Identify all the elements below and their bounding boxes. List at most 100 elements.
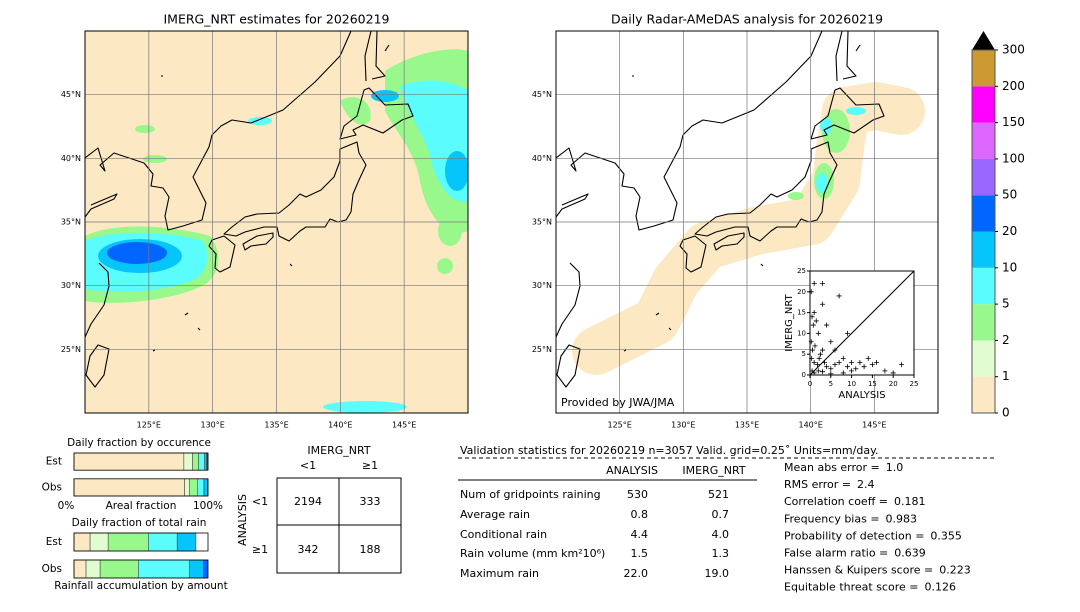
chart-title: Daily fraction of total rain: [72, 517, 207, 529]
scatter-point: [824, 322, 830, 328]
score: Probability of detection = 0.355: [784, 529, 962, 542]
x-tick-label: 130°E: [201, 421, 225, 430]
stats-value: 0.7: [712, 508, 730, 521]
category-label: Est: [46, 456, 62, 468]
y-tick-label: 30°N: [61, 281, 81, 290]
colorbar-label: 10: [1002, 260, 1017, 274]
y-tick-label: 0: [802, 371, 806, 379]
x-tick-label: 0%: [58, 500, 75, 512]
score: Mean abs error = 1.0: [784, 461, 903, 474]
y-tick-label: 30°N: [532, 281, 552, 290]
scatter-point: [815, 330, 821, 336]
bar-segment: [73, 478, 185, 497]
x-tick-label: 130°E: [671, 421, 695, 430]
scatter-point: [828, 371, 834, 377]
bar-frame: [73, 532, 209, 552]
score-value: 0.355: [930, 529, 962, 542]
colorbar-segment: [972, 231, 995, 268]
scatter-point: [869, 362, 875, 368]
scatter-point: [836, 360, 842, 366]
scatter-point: [809, 314, 815, 320]
score: False alarm ratio = 0.639: [784, 547, 926, 560]
bar-segment: [73, 452, 185, 471]
bar-segment: [99, 559, 139, 579]
scatter-point: [832, 347, 838, 353]
bar-segment: [192, 452, 199, 471]
colorbar-label: 2: [1002, 333, 1010, 347]
score-value: 2.4: [857, 478, 875, 491]
table-cell: 188: [360, 543, 381, 556]
colorbar-segment: [972, 267, 995, 305]
scatter-point: [882, 368, 888, 374]
x-axis-label: Rainfall accumulation by amount: [54, 580, 227, 592]
scatter-point: [809, 347, 815, 353]
y-tick-label: 25: [797, 267, 806, 275]
bar-segment: [107, 532, 149, 552]
score-label: Correlation coeff =: [784, 495, 888, 508]
x-tick-label: 15: [868, 380, 877, 388]
x-tick-label: 145°E: [862, 421, 886, 430]
stats-value: 22.0: [624, 567, 649, 580]
scatter-point: [819, 347, 825, 353]
y-tick-label: 40°N: [532, 154, 552, 163]
scatter-point: [809, 368, 815, 374]
scatter-point: [844, 330, 850, 336]
bar-segment: [197, 478, 205, 497]
scatter-point: [808, 289, 814, 295]
scatter-point: [874, 360, 880, 366]
bar-segment: [85, 559, 101, 579]
stats-value: 4.0: [712, 528, 730, 541]
scatter-point: [811, 370, 817, 376]
x-tick-label: 140°E: [328, 421, 352, 430]
scatter-point: [865, 355, 871, 361]
stats-label: Num of gridpoints raining: [460, 488, 601, 501]
scatter-point: [811, 310, 817, 316]
y-tick-label: 35°N: [61, 218, 81, 227]
bar-segment: [188, 559, 204, 579]
x-tick-label: 0: [808, 380, 812, 388]
colorbar-segment: [972, 195, 995, 232]
scatter-point: [817, 351, 823, 357]
x-tick-label: 25: [910, 380, 919, 388]
bar-segment: [73, 559, 87, 579]
score-value: 1.0: [886, 461, 904, 474]
colorbar-segment: [972, 376, 995, 413]
bar-segment: [176, 532, 197, 552]
bar-frame: [73, 559, 209, 579]
colorbar-segment: [972, 122, 995, 159]
stats-value: 521: [708, 488, 729, 501]
scatter-point: [840, 370, 846, 376]
scatter-point: [840, 355, 846, 361]
colorbar-label: 1: [1002, 369, 1010, 383]
y-tick-label: 40°N: [61, 154, 81, 163]
scatter-point: [812, 343, 818, 349]
contingency-table: IMERG_NRT <1 ≥1 ANALYSIS <1 ≥1 2194 333 …: [236, 444, 402, 574]
colorbar-label: 0: [1002, 406, 1010, 420]
stats-value: 4.4: [631, 528, 649, 541]
bar-segment: [73, 532, 91, 552]
bar-segment: [138, 559, 190, 579]
bar-segment: [188, 478, 198, 497]
stats-label: Maximum rain: [460, 567, 539, 580]
scatter-point: [814, 362, 820, 368]
statistics: Validation statistics for 20260219 n=305…: [458, 444, 996, 594]
scatter-point: [832, 362, 838, 368]
score-value: 0.639: [894, 547, 926, 560]
colorbar-label: 300: [1002, 43, 1025, 57]
y-tick-label: 15: [797, 309, 806, 317]
score-value: 0.983: [886, 512, 918, 525]
table-cell: 2194: [294, 495, 322, 508]
y-tick-label: 25°N: [61, 345, 81, 354]
scatter-point: [819, 301, 825, 307]
score-value: 0.181: [894, 495, 926, 508]
colorbar-segment: [972, 158, 995, 196]
scatter-point: [849, 368, 855, 374]
score-label: Probability of detection =: [784, 529, 924, 542]
score: RMS error = 2.4: [784, 478, 874, 491]
colorbar-label: 5: [1002, 297, 1010, 311]
stats-value: 1.3: [712, 547, 730, 560]
stats-value: 530: [627, 488, 648, 501]
bar-segment: [184, 478, 190, 497]
x-tick-label: 5: [829, 380, 833, 388]
x-axis-label: ANALYSIS: [838, 390, 885, 401]
